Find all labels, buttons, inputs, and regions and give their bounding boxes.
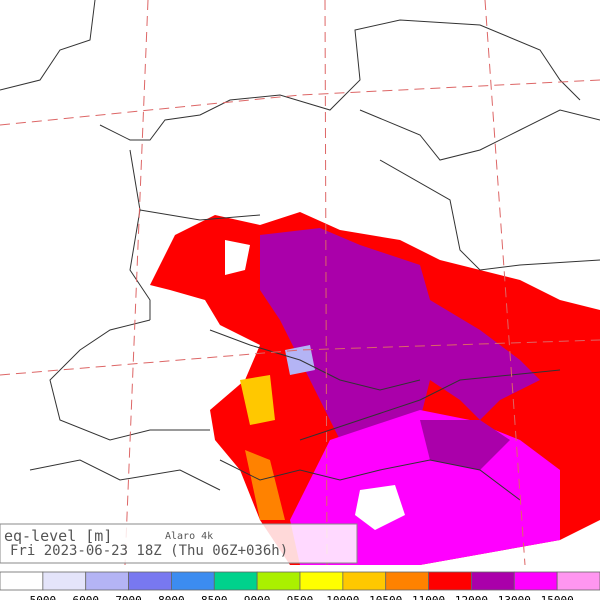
field-purple	[260, 228, 540, 440]
colorbar-box	[342, 571, 387, 591]
colorbar-box	[428, 571, 472, 591]
field-gap	[225, 240, 250, 275]
colorbar-box	[299, 571, 344, 591]
model-label: Alaro 4k	[165, 531, 213, 542]
colorbar-box	[128, 571, 172, 591]
field-yellow	[240, 375, 275, 425]
colorbar-box	[471, 571, 515, 591]
field-gap-3	[355, 485, 405, 530]
colorbar-label: 10500	[369, 594, 402, 600]
colorbar: 5000 6000 7000 8000 8500 9000 9500 10000 10500 11…	[0, 571, 600, 600]
colorbar-label: 9000	[244, 594, 271, 600]
colorbar-label: 11000	[412, 594, 445, 600]
colorbar-box	[213, 571, 258, 591]
colorbar-label: 5000	[30, 594, 57, 600]
colorbar-label: 10000	[326, 594, 359, 600]
info-box	[0, 523, 358, 564]
colorbar-box	[171, 571, 215, 591]
colorbar-box	[0, 571, 44, 591]
colorbar-box	[256, 571, 301, 591]
colorbar-box	[42, 571, 87, 591]
colorbar-label: 7000	[115, 594, 142, 600]
valid-time: Fri 2023-06-23 18Z (Thu 06Z+036h)	[10, 543, 288, 559]
colorbar-label: 6000	[72, 594, 99, 600]
graticule	[0, 0, 600, 566]
colorbar-box	[85, 571, 129, 591]
colorbar-label: 12000	[455, 594, 488, 600]
variable-label: eq-level [m]	[4, 527, 112, 545]
colorbar-box	[556, 571, 600, 591]
colorbar-box	[385, 571, 429, 591]
colorbar-box	[513, 571, 558, 591]
borders	[0, 0, 600, 501]
field-orange	[245, 450, 285, 520]
colorbar-label: 15000	[541, 594, 574, 600]
colorbar-label: 8000	[158, 594, 185, 600]
colorbar-label: 13000	[498, 594, 531, 600]
colorbar-label: 8500	[201, 594, 228, 600]
field-purple-2	[420, 420, 510, 470]
colorbar-label: 9500	[287, 594, 314, 600]
